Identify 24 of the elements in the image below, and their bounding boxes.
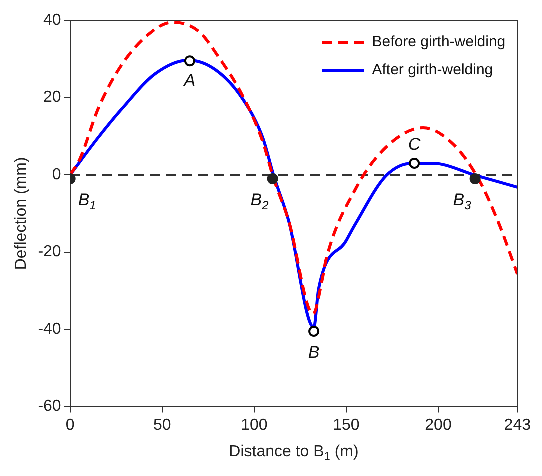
legend-label: After girth-welding [372,62,494,79]
legend-label: Before girth-welding [372,34,506,51]
y-tick-label: 40 [44,12,62,30]
x-tick-label: 243 [504,416,532,434]
y-tick-label: -40 [38,320,62,338]
y-tick-label: -20 [38,244,62,261]
point [470,173,481,184]
y-axis-title: Deflection (mm) [13,157,30,270]
x-tick-label: 200 [425,416,452,434]
x-tick-label: 50 [153,416,172,434]
x-tick-label: 100 [241,416,268,434]
y-tick-label: -60 [38,398,62,416]
point [308,326,320,337]
annotation: B [308,343,320,362]
line-series [70,21,518,316]
point [184,56,196,67]
y-tick-label: 0 [52,166,62,184]
annotation: C [408,135,422,154]
annotation: A [183,70,196,90]
point [409,158,420,169]
x-tick-label: 150 [333,416,360,434]
y-tick-label: 20 [44,89,62,106]
x-tick-label: 0 [66,416,75,434]
point [267,173,278,184]
